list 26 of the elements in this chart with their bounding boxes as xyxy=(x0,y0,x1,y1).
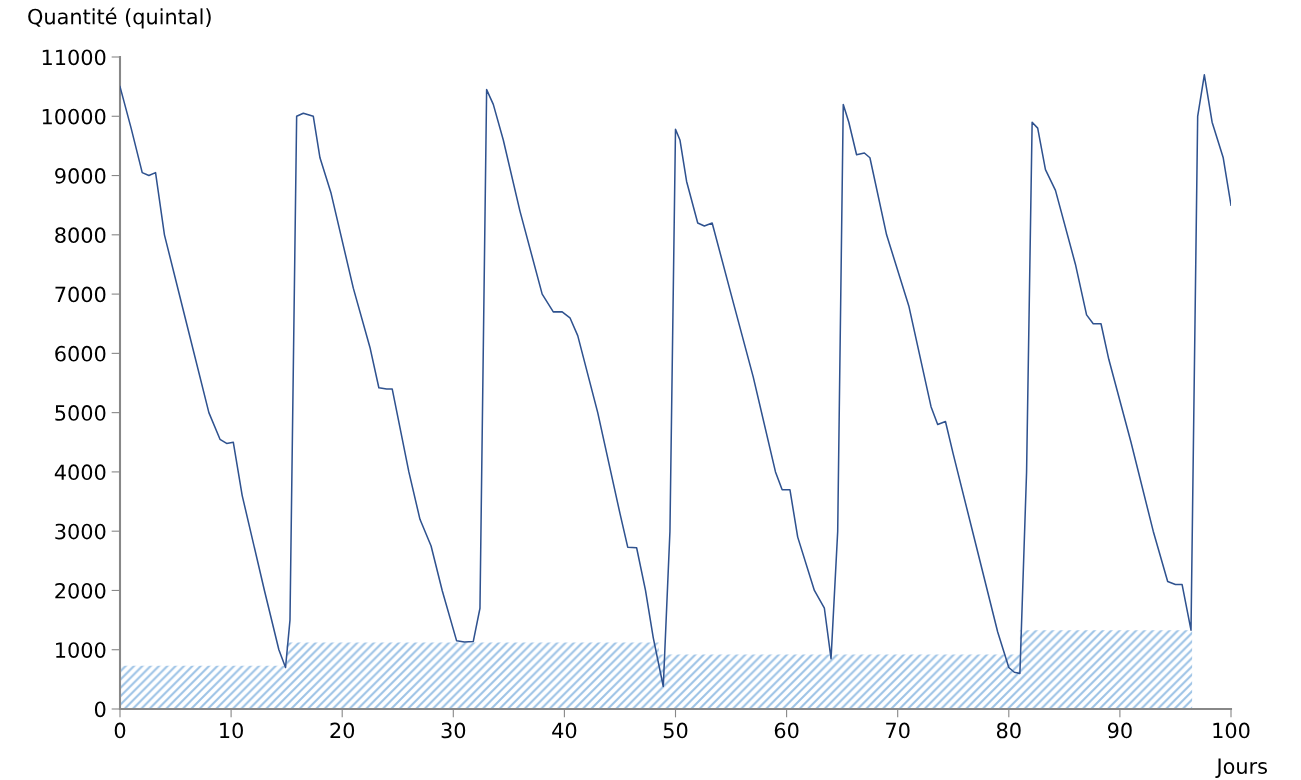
y-axis-title: Quantité (quintal) xyxy=(28,7,211,29)
line-series xyxy=(120,74,1231,688)
x-tick-label: 20 xyxy=(330,722,355,739)
x-tick-label: 90 xyxy=(1107,722,1132,739)
x-tick-label: 80 xyxy=(996,722,1021,739)
x-tick-label: 0 xyxy=(114,722,126,739)
y-tick-label: 2000 xyxy=(55,582,106,599)
y-tick-label: 4000 xyxy=(54,464,106,481)
y-tick-label: 1000 xyxy=(56,642,106,658)
y-tick-label: 5000 xyxy=(55,405,106,421)
y-tick-label: 9000 xyxy=(55,168,106,184)
x-tick-label: 30 xyxy=(441,722,466,739)
x-tick-label: 50 xyxy=(663,722,688,739)
x-tick-label: 70 xyxy=(886,722,910,739)
y-tick-label: 7000 xyxy=(55,286,106,303)
x-tick-label: 60 xyxy=(774,722,799,739)
x-tick-label: 10 xyxy=(220,722,243,739)
y-tick-label: 0 xyxy=(94,701,106,718)
y-tick-label: 6000 xyxy=(55,345,106,362)
y-tick-label: 10000 xyxy=(42,108,106,125)
y-tick-label: 11000 xyxy=(42,49,106,66)
x-axis-title: Jours xyxy=(1215,758,1267,778)
y-tick-label: 3000 xyxy=(55,523,106,540)
x-tick-label: 100 xyxy=(1213,722,1250,739)
y-tick-label: 8000 xyxy=(55,227,106,244)
x-tick-label: 40 xyxy=(552,722,577,739)
